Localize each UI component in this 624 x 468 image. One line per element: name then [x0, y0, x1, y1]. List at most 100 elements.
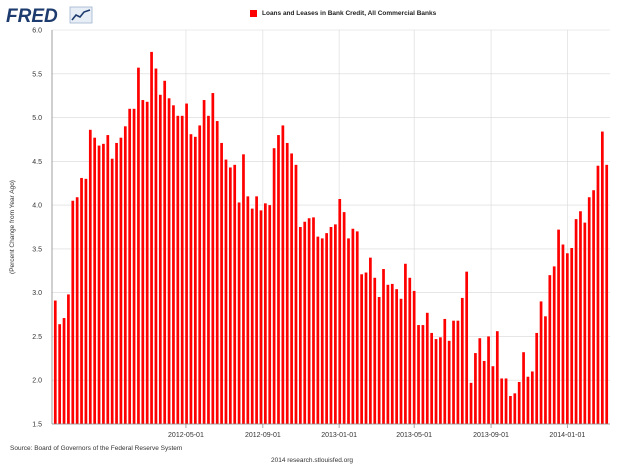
footer-credit: 2014 research.stlouisfed.org: [270, 457, 354, 464]
bar: [452, 320, 455, 424]
bar: [592, 190, 595, 424]
bar: [456, 320, 460, 424]
bar: [482, 360, 486, 424]
y-axis-label: (Percent Change from Year Ago): [9, 180, 16, 274]
bar: [570, 248, 574, 424]
bar: [504, 378, 508, 424]
bar: [408, 277, 412, 424]
bar: [552, 266, 556, 424]
y-tick-label: 5.0: [32, 115, 42, 122]
bar: [299, 227, 302, 424]
bar: [478, 338, 482, 424]
bar: [347, 238, 350, 424]
grid-lines: [52, 29, 610, 425]
bar: [242, 154, 245, 424]
bar: [583, 222, 587, 424]
bar: [316, 236, 320, 424]
y-tick-label: 1.5: [32, 422, 42, 429]
x-tick-label: 2013-09-01: [473, 432, 509, 439]
bar: [220, 142, 223, 425]
bar: [189, 134, 193, 425]
bar: [172, 105, 175, 424]
bar: [123, 126, 127, 425]
bar: [526, 376, 530, 424]
bar: [465, 271, 469, 424]
bar: [71, 200, 75, 424]
bar: [115, 142, 118, 425]
y-tick-label: 2.5: [32, 334, 42, 341]
bar: [255, 196, 258, 424]
bar: [417, 325, 420, 424]
bar: [145, 101, 149, 424]
fred-logo-text: FRED: [6, 6, 58, 26]
bar: [605, 164, 609, 424]
bar: [377, 297, 381, 424]
bar: [137, 67, 140, 424]
bar: [399, 298, 403, 424]
fred-logo: FRED: [6, 6, 93, 26]
bar: [75, 197, 79, 424]
bar: [180, 115, 184, 424]
bar: [93, 137, 97, 424]
bar: [224, 159, 228, 425]
bar: [320, 238, 324, 424]
bar: [277, 135, 280, 425]
bar: [404, 263, 407, 424]
bar: [544, 316, 547, 424]
bar: [364, 272, 368, 424]
bar: [303, 221, 307, 424]
bar: [211, 93, 215, 424]
legend-label: Loans and Leases in Bank Credit, All Com…: [262, 9, 437, 17]
bar: [338, 198, 342, 424]
bar: [369, 257, 372, 424]
y-tick-label: 3.0: [32, 290, 42, 297]
bar: [84, 178, 88, 424]
bar: [193, 136, 197, 424]
bar: [285, 142, 289, 425]
bar: [97, 145, 101, 424]
bar: [80, 177, 83, 424]
y-tick-label: 6.0: [32, 28, 42, 35]
bar: [259, 210, 263, 424]
x-tick-label: 2014-01-01: [549, 432, 585, 439]
bar: [329, 227, 333, 424]
bar: [250, 208, 254, 424]
bar: [272, 148, 276, 424]
bar: [342, 212, 346, 424]
chart-legend: Loans and Leases in Bank Credit, All Com…: [250, 6, 436, 20]
bar: [334, 224, 337, 424]
bar: [548, 275, 552, 424]
y-tick-label: 2.0: [32, 378, 42, 385]
bar: [158, 94, 162, 425]
bar: [460, 297, 464, 424]
bar: [102, 143, 105, 425]
bar: [447, 340, 451, 424]
bar: [67, 294, 70, 424]
bar: [495, 331, 499, 424]
bar: [535, 332, 539, 424]
bar: [290, 153, 293, 424]
y-tick-label: 4.0: [32, 203, 42, 210]
bars: [53, 51, 609, 425]
y-tick-label: 3.5: [32, 246, 42, 253]
bar: [237, 202, 241, 424]
x-tick-label: 2013-01-01: [321, 432, 357, 439]
bar: [307, 218, 311, 424]
bar: [119, 137, 123, 424]
bar: [360, 274, 363, 424]
bar: [395, 289, 399, 424]
bar: [434, 339, 438, 424]
bar: [439, 337, 442, 424]
bar: [491, 366, 495, 424]
bar-chart: 1.5 2.0 2.5 3.0 3.5 4.0 4.5 5.0 5.5 6.0 2012-05-01…: [9, 28, 610, 439]
bar: [600, 131, 604, 424]
bar: [421, 325, 425, 424]
bar: [88, 129, 92, 424]
bar: [382, 269, 385, 424]
bar: [469, 382, 473, 424]
y-tick-label: 4.5: [32, 159, 42, 166]
bar: [58, 324, 62, 424]
legend-swatch: [250, 9, 257, 17]
bar: [163, 80, 167, 424]
bar: [325, 233, 328, 424]
